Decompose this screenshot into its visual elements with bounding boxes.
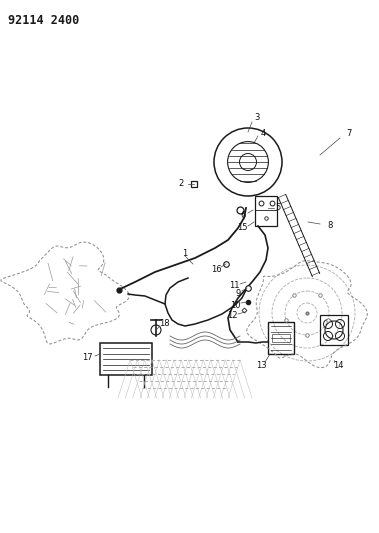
Bar — [320, 315, 348, 345]
Text: 14: 14 — [333, 360, 343, 369]
Text: 6: 6 — [240, 211, 246, 220]
Text: 2: 2 — [179, 180, 183, 189]
Text: 18: 18 — [159, 319, 169, 328]
Text: 17: 17 — [82, 353, 92, 362]
Text: 15: 15 — [237, 223, 247, 232]
Text: 9: 9 — [235, 289, 241, 298]
Text: 3: 3 — [254, 114, 260, 123]
Text: 4: 4 — [260, 128, 266, 138]
Bar — [268, 322, 294, 354]
Text: 1: 1 — [182, 248, 188, 257]
Text: 12: 12 — [227, 311, 237, 320]
Bar — [255, 196, 277, 226]
Text: 16: 16 — [211, 265, 221, 274]
Text: 13: 13 — [256, 360, 266, 369]
Text: 8: 8 — [327, 222, 333, 230]
Text: 92114 2400: 92114 2400 — [8, 14, 79, 27]
Text: 10: 10 — [230, 301, 240, 310]
Text: 11: 11 — [229, 280, 239, 289]
Text: 7: 7 — [346, 128, 352, 138]
Text: 5: 5 — [276, 204, 280, 213]
Bar — [100, 343, 152, 375]
Bar — [272, 334, 290, 342]
